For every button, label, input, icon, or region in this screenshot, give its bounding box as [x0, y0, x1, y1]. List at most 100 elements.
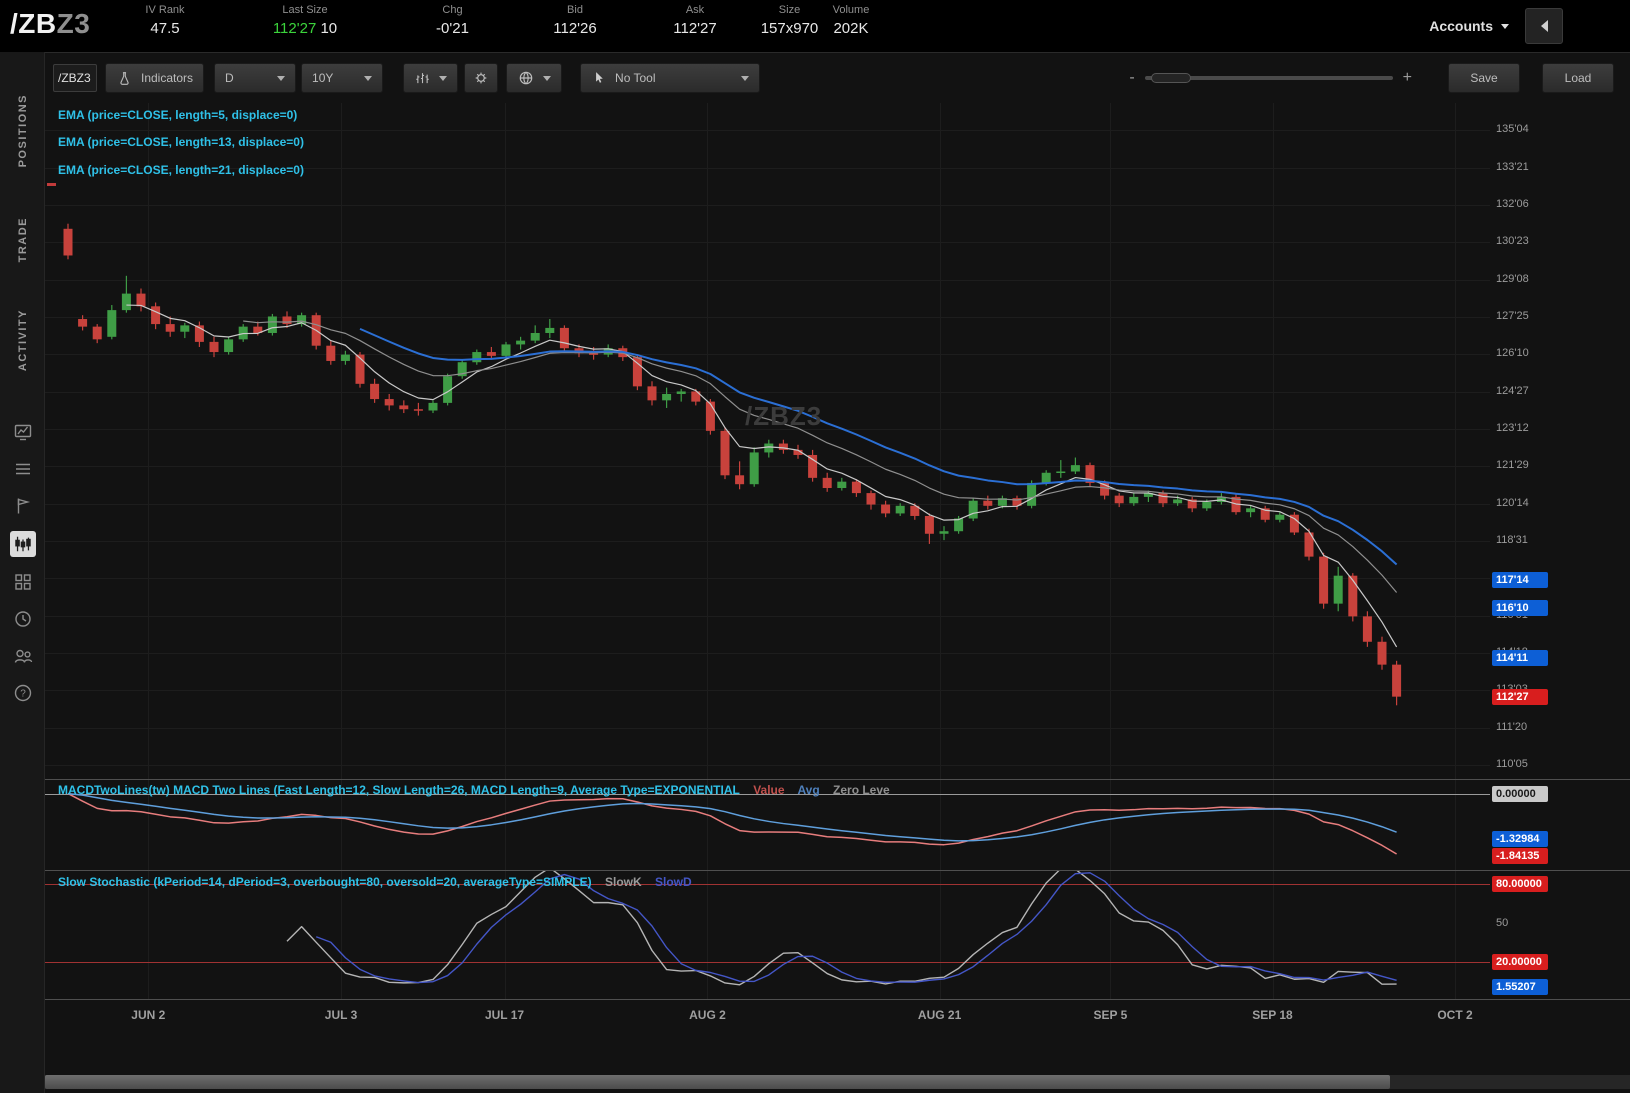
macd-value-legend: Value: [753, 783, 785, 797]
chevron-left-icon: [1540, 20, 1548, 32]
chart-scrollbar-thumb[interactable]: [45, 1075, 1390, 1089]
stochastic-panel: Slow Stochastic (kPeriod=14, dPeriod=3, …: [45, 871, 1490, 999]
sidebar-tab-trade[interactable]: TRADE: [0, 203, 45, 276]
history-icon[interactable]: [10, 607, 36, 631]
chart-grid-dropdown[interactable]: [506, 63, 563, 93]
accounts-label: Accounts: [1429, 18, 1493, 34]
stat-size: Size 157x970: [752, 4, 827, 37]
news-icon[interactable]: [10, 420, 36, 444]
stat-label: Last Size: [282, 4, 328, 16]
change-value: -0'21: [436, 20, 469, 37]
ask-value: 112'27: [673, 20, 717, 37]
stat-last-size: Last Size 112'27 10: [230, 4, 380, 37]
macd-panel: MACDTwoLines(tw) MACD Two Lines (Fast Le…: [45, 780, 1490, 870]
axis-badge: 1.55207: [1492, 978, 1548, 995]
price-tick: 126'10: [1496, 347, 1529, 360]
macd-legend[interactable]: MACDTwoLines(tw) MACD Two Lines (Fast Le…: [58, 783, 900, 797]
help-icon[interactable]: ?: [10, 681, 36, 705]
indicators-button[interactable]: Indicators: [105, 63, 205, 93]
size-value: 157x970: [760, 20, 819, 37]
chevron-down-icon: [364, 75, 373, 81]
collapse-panel-button[interactable]: [1525, 8, 1563, 44]
axis-badge: 112'27: [1492, 688, 1548, 705]
gear-icon: [475, 72, 487, 84]
indicators-label: Indicators: [141, 71, 194, 85]
price-panel: EMA (price=CLOSE, length=5, displace=0) …: [45, 103, 1490, 779]
price-tick: 132'06: [1496, 197, 1529, 210]
chevron-down-icon: [1501, 23, 1509, 29]
load-button[interactable]: Load: [1542, 63, 1614, 93]
price-tick: 130'23: [1496, 235, 1529, 248]
axis-badge: 0.00000: [1492, 785, 1548, 802]
time-axis-label: JUL 17: [484, 1008, 525, 1022]
zoom-in-button[interactable]: +: [1402, 69, 1412, 86]
zoom-slider[interactable]: [1144, 73, 1393, 83]
bid-value: 112'26: [553, 20, 597, 37]
stochastic-canvas[interactable]: [45, 871, 1490, 999]
grid-icon[interactable]: [10, 570, 36, 594]
ema5-legend[interactable]: EMA (price=CLOSE, length=5, displace=0): [58, 108, 298, 122]
panel-divider[interactable]: [45, 870, 1630, 871]
time-axis-label: SEP 18: [1252, 1008, 1293, 1022]
time-axis-label: JUL 3: [324, 1008, 358, 1022]
stat-label: Bid: [567, 4, 583, 16]
chart-toolbar: Indicators D 10Y No: [45, 53, 1630, 103]
axis-badge: -1.32984: [1492, 830, 1548, 847]
time-axis-label: AUG 21: [917, 1008, 962, 1022]
zoom-slider-handle[interactable]: [1150, 73, 1191, 83]
price-tick: 123'12: [1496, 421, 1529, 434]
aggregation-dropdown[interactable]: D: [214, 63, 297, 93]
list-icon[interactable]: [10, 457, 36, 481]
symbol-expiry: Z3: [56, 8, 91, 39]
slowk-legend: SlowK: [604, 875, 642, 889]
price-tick: 110'05: [1496, 757, 1528, 770]
drawing-tool-dropdown[interactable]: No Tool: [580, 63, 761, 93]
cursor-icon: [596, 72, 603, 83]
stat-volume: Volume 202K: [822, 4, 880, 37]
sidebar-tab-positions[interactable]: POSITIONS: [0, 80, 45, 181]
price-tick: 121'29: [1496, 459, 1529, 472]
accounts-dropdown[interactable]: Accounts: [1429, 18, 1509, 34]
zoom-out-button[interactable]: -: [1129, 69, 1135, 86]
axis-badge: 116'10: [1492, 600, 1548, 617]
macd-zero-legend: Zero Leve: [833, 783, 890, 797]
chart-settings-button[interactable]: [464, 63, 499, 93]
macd-canvas[interactable]: [45, 780, 1490, 870]
slowd-legend: SlowD: [655, 875, 692, 889]
drawing-tool-value: No Tool: [615, 71, 656, 85]
sidebar-tab-label: POSITIONS: [16, 94, 29, 168]
price-tick: 127'25: [1496, 309, 1529, 322]
chart-type-dropdown[interactable]: [403, 63, 459, 93]
symbol-root: /ZB: [10, 8, 57, 39]
price-tick: 129'08: [1496, 272, 1529, 285]
macd-axis[interactable]: 0.00000 -1.32984 -1.84135: [1490, 780, 1630, 870]
svg-text:?: ?: [20, 689, 26, 700]
flag-icon[interactable]: [10, 494, 36, 518]
ema13-legend[interactable]: EMA (price=CLOSE, length=13, displace=0): [58, 135, 304, 149]
stat-iv-rank: IV Rank 47.5: [125, 4, 205, 37]
time-axis[interactable]: JUN 2 JUL 3 JUL 17 AUG 2 AUG 21 SEP 5 SEP 18 OC…: [45, 1000, 1490, 1030]
stochastic-legend[interactable]: Slow Stochastic (kPeriod=14, dPeriod=3, …: [58, 875, 702, 889]
panel-divider[interactable]: [45, 779, 1630, 780]
sidebar-tab-activity[interactable]: ACTIVITY: [0, 295, 45, 385]
chart-scrollbar[interactable]: [45, 1075, 1630, 1089]
symbol-watermark: /ZBZ3: [745, 401, 823, 431]
panel-divider[interactable]: [45, 999, 1630, 1000]
stat-label: Volume: [832, 4, 870, 16]
ema21-legend[interactable]: EMA (price=CLOSE, length=21, displace=0): [58, 163, 304, 177]
price-axis[interactable]: 135'04 133'21 132'06 130'23 129'08 127'25 126'…: [1490, 103, 1630, 779]
symbol-input[interactable]: [53, 64, 97, 92]
flask-icon: [120, 71, 129, 85]
symbol-title: /ZBZ3: [10, 8, 90, 40]
save-button[interactable]: Save: [1448, 63, 1520, 93]
chart-icon[interactable]: [9, 531, 36, 557]
stochastic-axis[interactable]: 50 80.00000 20.00000 1.55207: [1490, 871, 1630, 999]
main-chart-canvas[interactable]: [45, 103, 1490, 779]
range-dropdown[interactable]: 10Y: [301, 63, 384, 93]
price-tick: 120'14: [1496, 496, 1529, 509]
time-axis-label: JUN 2: [131, 1008, 166, 1022]
users-icon[interactable]: [10, 644, 36, 668]
macd-avg-legend: Avg: [797, 783, 820, 797]
price-tick: 133'21: [1496, 160, 1529, 173]
